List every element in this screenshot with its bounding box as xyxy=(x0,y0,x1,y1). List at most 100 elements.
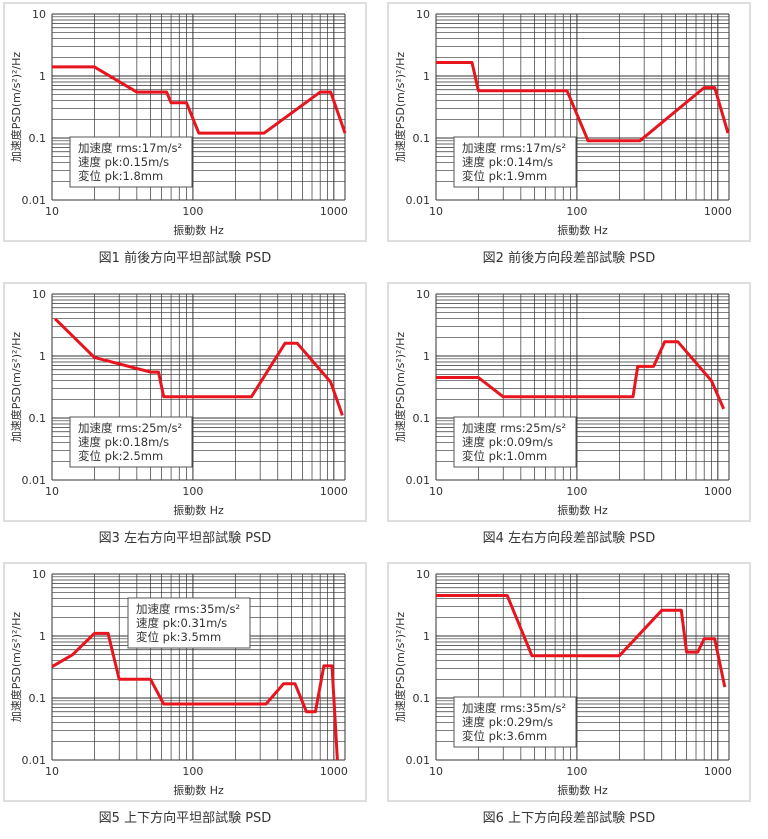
info-line: 速度 pk:0.15m/s xyxy=(78,155,169,169)
y-tick-label: 0.1 xyxy=(413,132,431,145)
chart-caption: 図6 上下方向段差部試験 PSD xyxy=(483,810,656,826)
psd-chart-panel: 0.01 0.1 1 10 10 100 1000 振動数 Hz 加速度PSD(m/s²)²/H… xyxy=(384,0,768,275)
y-tick-label: 10 xyxy=(416,288,430,301)
info-box xyxy=(453,696,577,748)
info-line: 変位 pk:2.5mm xyxy=(78,449,163,463)
x-axis-label: 振動数 Hz xyxy=(557,503,608,517)
x-tick-label: 100 xyxy=(566,765,587,778)
y-tick-label: 10 xyxy=(416,568,430,581)
x-tick-label: 1000 xyxy=(704,765,732,778)
x-tick-label: 1000 xyxy=(704,205,732,218)
x-tick-label: 100 xyxy=(566,485,587,498)
y-axis-label: 加速度PSD(m/s²)²/Hz xyxy=(9,332,23,443)
y-axis-label: 加速度PSD(m/s²)²/Hz xyxy=(393,612,407,723)
y-tick-label: 1 xyxy=(39,350,46,363)
y-tick-label: 1 xyxy=(39,630,46,643)
info-line: 加速度 rms:17m/s² xyxy=(78,141,182,155)
psd-chart-panel: 0.01 0.1 1 10 10 100 1000 振動数 Hz 加速度PSD(m/s²)²/H… xyxy=(0,0,384,275)
chart-caption: 図4 左右方向段差部試験 PSD xyxy=(483,530,656,546)
y-tick-label: 0.01 xyxy=(22,474,47,487)
y-tick-label: 10 xyxy=(416,8,430,21)
chart-caption: 図5 上下方向平坦部試験 PSD xyxy=(99,810,272,826)
y-tick-label: 10 xyxy=(32,8,46,21)
info-line: 加速度 rms:35m/s² xyxy=(136,602,240,616)
y-tick-label: 10 xyxy=(32,288,46,301)
x-tick-label: 1000 xyxy=(704,485,732,498)
y-tick-label: 0.1 xyxy=(29,692,47,705)
x-tick-label: 100 xyxy=(182,765,203,778)
chart-frame xyxy=(387,2,751,242)
psd-chart-panel: 0.01 0.1 1 10 10 100 1000 振動数 Hz 加速度PSD(m/s²)²/H… xyxy=(0,560,384,835)
x-tick-label: 10 xyxy=(429,205,443,218)
y-tick-label: 1 xyxy=(423,70,430,83)
x-tick-label: 10 xyxy=(45,765,59,778)
info-box xyxy=(453,136,577,188)
y-axis-label: 加速度PSD(m/s²)²/Hz xyxy=(393,332,407,443)
x-axis-label: 振動数 Hz xyxy=(173,223,224,237)
info-box xyxy=(127,597,251,649)
psd-chart: 0.01 0.1 1 10 10 100 1000 振動数 Hz 加速度PSD(m/s²)²/H… xyxy=(3,2,367,266)
info-line: 変位 pk:3.6mm xyxy=(462,729,547,743)
info-line: 変位 pk:3.5mm xyxy=(136,630,221,644)
x-tick-label: 1000 xyxy=(320,765,348,778)
psd-chart-panel: 0.01 0.1 1 10 10 100 1000 振動数 Hz 加速度PSD(m/s²)²/H… xyxy=(384,560,768,835)
y-tick-label: 0.1 xyxy=(29,412,47,425)
x-tick-label: 1000 xyxy=(320,485,348,498)
info-line: 変位 pk:1.0mm xyxy=(462,449,547,463)
chart-frame xyxy=(3,282,367,522)
psd-chart: 0.01 0.1 1 10 10 100 1000 振動数 Hz 加速度PSD(m/s²)²/H… xyxy=(387,282,751,546)
chart-caption: 図2 前後方向段差部試験 PSD xyxy=(483,250,656,266)
psd-series-line xyxy=(53,317,344,416)
x-tick-label: 1000 xyxy=(320,205,348,218)
psd-chart-panel: 0.01 0.1 1 10 10 100 1000 振動数 Hz 加速度PSD(m/s²)²/H… xyxy=(384,280,768,555)
x-tick-label: 10 xyxy=(45,485,59,498)
y-tick-label: 0.01 xyxy=(406,754,431,767)
y-tick-label: 0.1 xyxy=(413,412,431,425)
psd-chart: 0.01 0.1 1 10 10 100 1000 振動数 Hz 加速度PSD(m/s²)²/H… xyxy=(3,562,367,826)
psd-series-line xyxy=(436,61,730,143)
info-line: 加速度 rms:35m/s² xyxy=(462,701,566,715)
x-axis-label: 振動数 Hz xyxy=(173,783,224,797)
y-axis-label: 加速度PSD(m/s²)²/Hz xyxy=(9,52,23,163)
x-tick-label: 100 xyxy=(566,205,587,218)
psd-series-line xyxy=(436,340,726,410)
info-line: 速度 pk:0.14m/s xyxy=(462,155,553,169)
info-box xyxy=(69,136,193,188)
info-line: 変位 pk:1.9mm xyxy=(462,169,547,183)
x-tick-label: 100 xyxy=(182,485,203,498)
chart-frame xyxy=(3,2,367,242)
psd-series-line xyxy=(436,594,727,688)
y-tick-label: 1 xyxy=(423,350,430,363)
x-tick-label: 10 xyxy=(429,485,443,498)
y-axis-label: 加速度PSD(m/s²)²/Hz xyxy=(9,612,23,723)
chart-frame xyxy=(387,282,751,522)
info-box xyxy=(453,416,577,468)
chart-caption: 図3 左右方向平坦部試験 PSD xyxy=(99,530,272,546)
y-tick-label: 0.1 xyxy=(29,132,47,145)
psd-chart: 0.01 0.1 1 10 10 100 1000 振動数 Hz 加速度PSD(m/s²)²/H… xyxy=(387,2,751,266)
info-line: 速度 pk:0.31m/s xyxy=(136,616,227,630)
info-line: 変位 pk:1.8mm xyxy=(78,169,163,183)
x-tick-label: 100 xyxy=(182,205,203,218)
x-tick-label: 10 xyxy=(45,205,59,218)
chart-frame xyxy=(387,562,751,802)
y-axis-label: 加速度PSD(m/s²)²/Hz xyxy=(393,52,407,163)
y-tick-label: 10 xyxy=(32,568,46,581)
y-tick-label: 0.01 xyxy=(22,194,47,207)
x-axis-label: 振動数 Hz xyxy=(173,503,224,517)
chart-caption: 図1 前後方向平坦部試験 PSD xyxy=(99,250,272,266)
y-tick-label: 0.01 xyxy=(22,754,47,767)
info-line: 速度 pk:0.18m/s xyxy=(78,435,169,449)
x-axis-label: 振動数 Hz xyxy=(557,223,608,237)
info-line: 加速度 rms:25m/s² xyxy=(78,421,182,435)
y-tick-label: 0.01 xyxy=(406,194,431,207)
y-tick-label: 1 xyxy=(39,70,46,83)
y-tick-label: 1 xyxy=(423,630,430,643)
info-line: 速度 pk:0.09m/s xyxy=(462,435,553,449)
psd-chart: 0.01 0.1 1 10 10 100 1000 振動数 Hz 加速度PSD(m/s²)²/H… xyxy=(387,562,751,826)
psd-chart: 0.01 0.1 1 10 10 100 1000 振動数 Hz 加速度PSD(m/s²)²/H… xyxy=(3,282,367,546)
info-box xyxy=(69,416,193,468)
psd-series-line xyxy=(52,65,347,135)
info-line: 加速度 rms:25m/s² xyxy=(462,421,566,435)
